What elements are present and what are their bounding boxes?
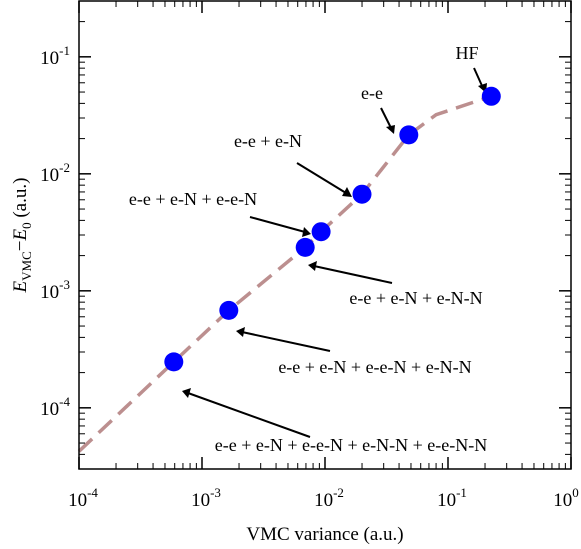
annotation-arrow-ee-en-een-enn — [241, 331, 331, 352]
data-point-2 — [295, 237, 315, 257]
annotation-ee-en-een: e-e + e-N + e-e-N — [129, 189, 257, 209]
y-tick-label-0-base: 10 — [40, 399, 59, 420]
y-axis-label-units: (a.u.) — [10, 178, 31, 223]
y-tick-label-0: 10-4 — [40, 394, 70, 420]
annotation-arrow-all — [187, 392, 311, 438]
x-tick-label-4: 100 — [553, 485, 579, 511]
y-tick-label-3-base: 10 — [40, 48, 59, 69]
arrowhead-ee-en-een — [302, 227, 311, 237]
arrowhead-ee — [386, 125, 395, 134]
x-axis-label: VMC variance (a.u.) — [246, 524, 403, 545]
x-tick-labels: 10-4 10-3 10-2 10-1 100 — [68, 485, 579, 511]
annotation-all-terms: e-e + e-N + e-e-N + e-N-N + e-e-N-N — [215, 435, 487, 455]
y-tick-label-0-exponent: -4 — [59, 394, 70, 409]
y-tick-label-1: 10-3 — [40, 277, 70, 303]
annotation-arrow-ee-en-een — [249, 216, 306, 233]
annotation-arrows — [187, 67, 484, 438]
data-point-6 — [481, 86, 501, 106]
annotation-arrowheads — [182, 83, 487, 398]
x-tick-label-1: 10-3 — [191, 485, 221, 511]
y-tick-label-3: 10-1 — [40, 43, 70, 69]
annotation-ee-en-een-enn: e-e + e-N + e-e-N + e-N-N — [278, 357, 471, 377]
y-tick-label-1-exponent: -3 — [59, 277, 70, 292]
y-tick-labels: 10-410-310-210-1 — [40, 43, 70, 420]
x-tick-label-3-base: 10 — [437, 490, 456, 511]
arrowhead-ee-en — [342, 187, 352, 197]
data-point-4 — [352, 184, 372, 204]
arrowhead-all — [182, 388, 191, 398]
data-points — [164, 86, 501, 372]
arrowhead-ee-en-enn — [308, 261, 317, 271]
y-tick-label-2-base: 10 — [40, 165, 59, 186]
data-point-5 — [399, 125, 419, 145]
y-tick-label-2-exponent: -2 — [59, 160, 70, 175]
annotation-arrow-ee-en — [296, 162, 347, 194]
data-point-3 — [311, 222, 331, 242]
x-tick-label-2-exponent: -2 — [333, 485, 344, 500]
x-tick-label-0-base: 10 — [68, 490, 87, 511]
data-point-1 — [219, 300, 239, 320]
y-axis-label-second: E — [10, 229, 31, 242]
annotation-arrow-ee — [380, 107, 392, 129]
y-axis-label-main-sub: VMC — [19, 251, 34, 281]
annotation-ee-en-enn: e-e + e-N + e-N-N — [349, 288, 482, 308]
annotation-ee-en: e-e + e-N — [234, 131, 302, 151]
point-annotations: HF e-e e-e + e-N e-e + e-N + e-e-N e-e +… — [129, 43, 487, 455]
annotation-arrow-hf — [473, 67, 484, 89]
major-ticks — [78, 1, 572, 469]
y-axis-label: EVMC−E0 (a.u.) — [10, 178, 34, 294]
x-tick-label-4-exponent: 0 — [572, 485, 579, 500]
x-tick-label-4-base: 10 — [553, 490, 572, 511]
x-tick-label-2: 10-2 — [314, 485, 344, 511]
x-tick-label-2-base: 10 — [314, 490, 333, 511]
y-axis-label-second-sub: 0 — [19, 222, 34, 229]
x-tick-label-3: 10-1 — [437, 485, 467, 511]
x-tick-label-0: 10-4 — [68, 485, 98, 511]
minor-ticks — [79, 1, 571, 470]
data-point-0 — [164, 352, 184, 372]
annotation-hf: HF — [455, 43, 478, 63]
annotation-arrow-ee-en-enn — [313, 265, 393, 284]
arrowhead-ee-en-een-enn — [236, 327, 245, 337]
y-axis-label-main: E — [10, 280, 31, 293]
annotation-ee: e-e — [361, 83, 383, 103]
x-tick-label-0-exponent: -4 — [87, 485, 98, 500]
x-tick-label-1-exponent: -3 — [210, 485, 221, 500]
y-tick-label-1-base: 10 — [40, 282, 59, 303]
x-tick-label-3-exponent: -1 — [456, 485, 467, 500]
x-tick-label-1-base: 10 — [191, 490, 210, 511]
y-tick-label-3-exponent: -1 — [59, 43, 70, 58]
y-axis-label-minus: − — [10, 241, 31, 252]
y-tick-label-2: 10-2 — [40, 160, 70, 186]
